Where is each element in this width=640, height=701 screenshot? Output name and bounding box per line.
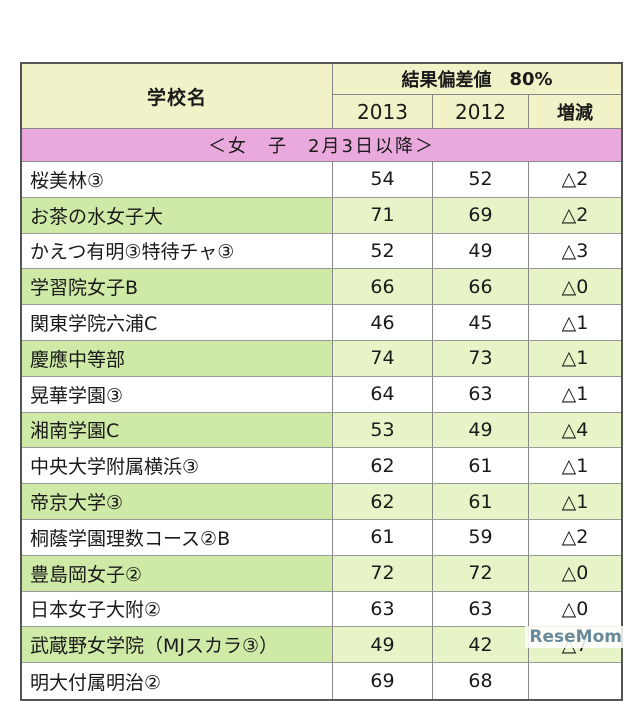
value-2013-cell: 49 bbox=[333, 627, 433, 663]
table-row: 日本女子大附② 63 63 △0 bbox=[22, 591, 621, 628]
school-name-cell: 桐蔭学園理数コース②B bbox=[22, 519, 333, 555]
value-2013-cell: 74 bbox=[333, 340, 433, 376]
school-name-cell: 武蔵野女学院（MJスカラ③） bbox=[22, 627, 333, 663]
diff-cell: △2 bbox=[529, 197, 621, 233]
value-2012-cell: 63 bbox=[433, 591, 529, 627]
value-2012-cell: 63 bbox=[433, 376, 529, 412]
result-pct: 80% bbox=[509, 68, 553, 90]
table-row: 関東学院六浦C 46 45 △1 bbox=[22, 305, 621, 341]
value-2013-cell: 66 bbox=[333, 269, 433, 305]
value-2013-cell: 69 bbox=[333, 663, 433, 699]
school-name-cell: 晃華学園③ bbox=[22, 376, 333, 412]
table-row: 豊島岡女子② 72 72 △0 bbox=[22, 555, 621, 592]
value-2013-cell: 53 bbox=[333, 412, 433, 448]
table-row: 帝京大学③ 62 61 △1 bbox=[22, 484, 621, 520]
school-name-cell: 湘南学園C bbox=[22, 412, 333, 448]
value-2012-cell: 68 bbox=[433, 663, 529, 699]
school-name-cell: 帝京大学③ bbox=[22, 484, 333, 519]
value-2012-cell: 61 bbox=[433, 448, 529, 484]
table-row: 湘南学園C 53 49 △4 bbox=[22, 412, 621, 449]
diff-cell: △2 bbox=[561, 526, 589, 549]
value-2013-cell: 64 bbox=[333, 376, 433, 412]
value-2013-cell: 72 bbox=[333, 555, 433, 591]
table-row: 慶應中等部 74 73 △1 bbox=[22, 340, 621, 377]
table-row: 桐蔭学園理数コース②B 61 59 △2 bbox=[22, 519, 621, 556]
deviation-table: 学校名 結果偏差値 80% 2013 2012 増減 ＜女 子 2月3日以降＞ … bbox=[20, 62, 623, 701]
diff-cell: △2 bbox=[561, 168, 589, 191]
diff-cell: △0 bbox=[561, 597, 589, 620]
diff-cell: △0 bbox=[529, 269, 621, 305]
diff-cell: △0 bbox=[529, 555, 621, 591]
school-name-cell: かえつ有明③特待チャ③ bbox=[22, 233, 333, 269]
result-label: 結果偏差値 bbox=[401, 70, 492, 91]
table-row: お茶の水女子大 71 69 △2 bbox=[22, 197, 621, 234]
value-2012-cell: 72 bbox=[433, 555, 529, 591]
table-header: 学校名 結果偏差値 80% 2013 2012 増減 bbox=[22, 64, 621, 129]
diff-cell: △1 bbox=[561, 383, 589, 406]
school-name-cell: 明大付属明治② bbox=[22, 663, 333, 699]
value-2012-cell: 59 bbox=[433, 519, 529, 555]
diff-header: 増減 bbox=[557, 102, 593, 124]
value-2013-cell: 62 bbox=[333, 448, 433, 484]
table-row: 学習院女子B 66 66 △0 bbox=[22, 269, 621, 306]
value-2012-cell: 69 bbox=[433, 197, 529, 233]
value-2013-cell: 46 bbox=[333, 305, 433, 340]
school-name-header: 学校名 bbox=[22, 64, 333, 128]
value-2013-cell: 54 bbox=[333, 162, 433, 197]
result-header: 結果偏差値 80% bbox=[333, 64, 621, 95]
school-name-cell: 中央大学附属横浜③ bbox=[22, 448, 333, 484]
value-2012-cell: 61 bbox=[433, 484, 529, 519]
value-2013-cell: 61 bbox=[333, 519, 433, 555]
value-2012-cell: 49 bbox=[433, 412, 529, 448]
resemom-logo: ReseMom bbox=[525, 626, 626, 648]
value-2012-cell: 73 bbox=[433, 340, 529, 376]
value-2012-cell: 66 bbox=[433, 269, 529, 305]
school-name-cell: 学習院女子B bbox=[22, 269, 333, 305]
school-name-cell: 豊島岡女子② bbox=[22, 555, 333, 591]
table-row: 明大付属明治② 69 68 bbox=[22, 663, 621, 699]
section-label: ＜女 子 2月3日以降＞ bbox=[22, 129, 621, 162]
diff-cell: △4 bbox=[529, 412, 621, 448]
school-name-cell: 日本女子大附② bbox=[22, 591, 333, 627]
school-name-cell: お茶の水女子大 bbox=[22, 197, 333, 233]
diff-cell: △1 bbox=[529, 484, 621, 519]
school-name-cell: 慶應中等部 bbox=[22, 340, 333, 376]
school-name-cell: 桜美林③ bbox=[22, 162, 333, 197]
value-2012-cell: 52 bbox=[433, 162, 529, 197]
table-row: 晃華学園③ 64 63 △1 bbox=[22, 376, 621, 413]
table-body: 桜美林③ 54 52 △2 お茶の水女子大 71 69 △2 かえつ有明③特待チャ③ 52 49 △3… bbox=[22, 162, 621, 699]
value-2012-cell: 45 bbox=[433, 305, 529, 340]
value-2013-cell: 62 bbox=[333, 484, 433, 519]
diff-cell: △3 bbox=[561, 239, 589, 262]
diff-cell: △1 bbox=[529, 340, 621, 376]
value-2013-cell: 71 bbox=[333, 197, 433, 233]
diff-cell: △1 bbox=[561, 311, 589, 334]
year-2013-header: 2013 bbox=[333, 95, 433, 128]
diff-cell: △1 bbox=[561, 454, 589, 477]
school-name-cell: 関東学院六浦C bbox=[22, 305, 333, 340]
value-2012-cell: 42 bbox=[433, 627, 529, 663]
value-2012-cell: 49 bbox=[433, 233, 529, 269]
table-row: 桜美林③ 54 52 △2 bbox=[22, 162, 621, 198]
year-2012-header: 2012 bbox=[433, 95, 529, 128]
table-row: かえつ有明③特待チャ③ 52 49 △3 bbox=[22, 233, 621, 270]
value-2013-cell: 63 bbox=[333, 591, 433, 627]
table-row: 中央大学附属横浜③ 62 61 △1 bbox=[22, 448, 621, 485]
value-2013-cell: 52 bbox=[333, 233, 433, 269]
diff-cell bbox=[529, 663, 621, 699]
